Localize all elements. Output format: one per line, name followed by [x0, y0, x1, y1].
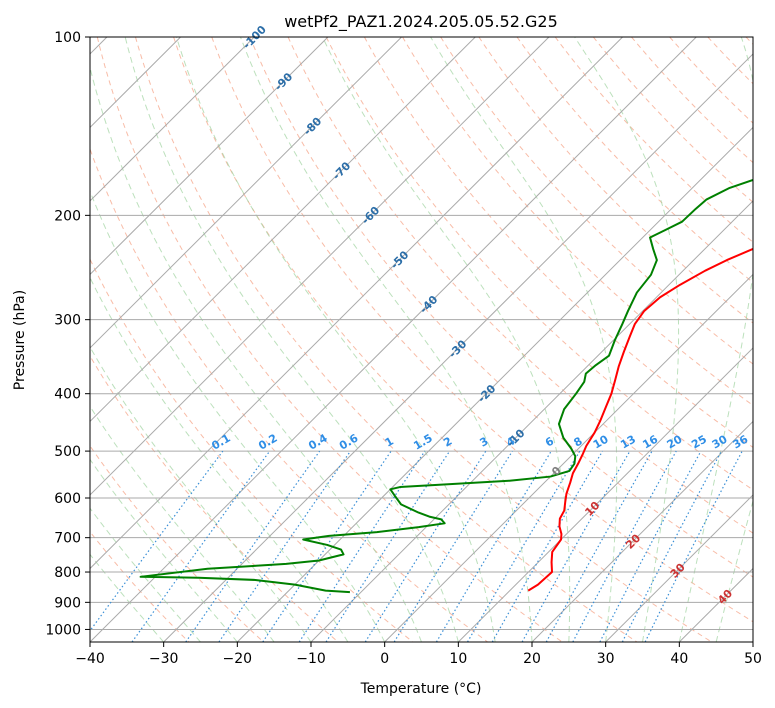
y-tick-label: 700 — [54, 531, 81, 547]
isotherm-line — [605, 494, 753, 642]
mixing-ratio-line — [298, 450, 426, 642]
y-tick-label: 800 — [54, 565, 81, 581]
y-tick-label: 200 — [54, 208, 81, 224]
isotherm-line — [90, 37, 623, 570]
x-tick-label: 40 — [670, 651, 688, 667]
mixing-ratio-line — [521, 450, 631, 642]
dry-adiabat-line — [516, 37, 753, 284]
x-tick-label: 10 — [449, 651, 467, 667]
dry-adiabat-line — [90, 530, 190, 642]
moist-adiabat-line — [175, 37, 496, 642]
dry-adiabat-line — [134, 37, 638, 642]
y-tick-label: 400 — [54, 387, 81, 403]
moist-adiabat-line — [715, 499, 753, 642]
y-tick-label: 900 — [54, 595, 81, 611]
isotherm-line — [752, 641, 753, 642]
dry-adiabat-line — [90, 258, 414, 642]
x-tick-label: 0 — [380, 651, 389, 667]
dry-adiabat-line — [631, 37, 753, 164]
moist-adiabat-line — [90, 507, 201, 642]
mixing-ratio-line — [364, 450, 487, 642]
dry-adiabat-line — [440, 37, 753, 365]
isotherm-line — [90, 37, 329, 276]
moist-adiabat-line — [430, 37, 618, 642]
x-tick-label: 50 — [744, 651, 762, 667]
moist-adiabat-line — [90, 553, 165, 642]
x-tick-label: −30 — [149, 651, 179, 667]
x-tick-label: −20 — [223, 651, 253, 667]
mixing-ratio-line — [185, 450, 321, 642]
isotherm-line — [90, 37, 550, 496]
isotherm-line — [90, 37, 697, 642]
isotherm-line — [163, 53, 753, 642]
y-tick-label: 500 — [54, 444, 81, 460]
y-axis-title: Pressure (hPa) — [12, 290, 28, 390]
isotherm-line — [90, 37, 402, 349]
moist-adiabat-line — [90, 458, 238, 642]
dry-adiabat-line — [90, 444, 264, 642]
isotherm-line — [384, 273, 753, 642]
mixing-ratio-line — [262, 450, 392, 642]
x-tick-label: 30 — [597, 651, 615, 667]
mixing-ratio-line — [325, 450, 451, 642]
x-tick-label: 20 — [523, 651, 541, 667]
isotherm-line — [90, 37, 476, 423]
isotherm-line — [236, 126, 753, 642]
x-axis-title: Temperature (°C) — [360, 681, 482, 697]
moist-adiabat-line — [124, 37, 459, 642]
moist-adiabat-line — [239, 37, 533, 642]
y-tick-label: 1000 — [45, 622, 81, 638]
moist-adiabat-line — [90, 65, 422, 642]
dewpoint-profile-line — [139, 178, 753, 594]
dry-adiabat-line — [363, 37, 753, 448]
dry-adiabat-line — [478, 37, 753, 324]
moist-adiabat-line — [90, 276, 349, 642]
moist-adiabat-line — [90, 189, 386, 642]
dry-adiabat-line — [592, 37, 753, 203]
temperature-profile-line — [527, 247, 753, 592]
dry-adiabat-line — [402, 37, 753, 406]
dry-adiabat-line — [211, 37, 753, 623]
mixing-ratio-line — [393, 450, 513, 642]
plot-background — [90, 37, 753, 642]
y-tick-label: 300 — [54, 313, 81, 329]
plot-frame — [89, 36, 754, 643]
dry-adiabat-line — [173, 37, 712, 642]
chart-title: wetPf2_PAZ1.2024.205.05.52.G25 — [284, 12, 558, 32]
moist-adiabat-line — [574, 37, 680, 642]
mixing-ratio-line — [218, 450, 351, 642]
y-tick-label: 100 — [54, 30, 81, 46]
mixing-ratio-line — [572, 450, 677, 642]
y-tick-label: 600 — [54, 491, 81, 507]
isotherm-line — [90, 37, 255, 202]
mixing-ratio-line — [545, 450, 653, 642]
moist-adiabat-line — [90, 405, 275, 642]
moist-adiabat-line — [322, 37, 571, 642]
moist-adiabat-line — [678, 37, 753, 642]
dry-adiabat-line — [249, 37, 753, 578]
mixing-ratio-line — [131, 450, 271, 642]
mixing-ratio-line — [90, 450, 224, 632]
mixing-ratio-line — [644, 450, 743, 642]
x-tick-label: −10 — [296, 651, 326, 667]
dry-adiabat-line — [96, 37, 563, 642]
x-tick-label: −40 — [75, 651, 105, 667]
isotherm-line — [531, 420, 753, 642]
